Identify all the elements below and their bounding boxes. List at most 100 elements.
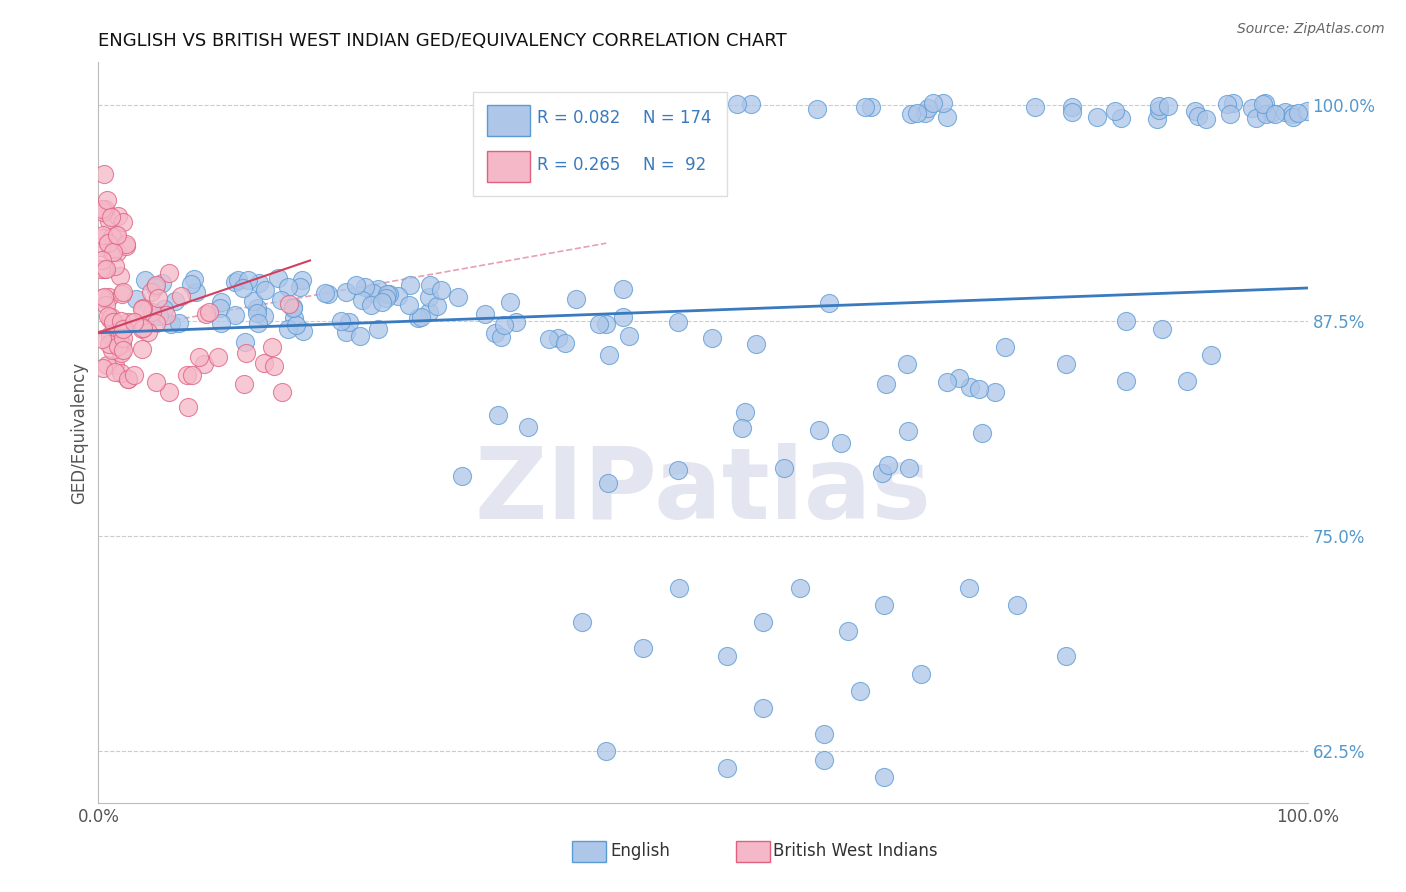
Text: British West Indians: British West Indians — [773, 842, 938, 860]
Point — [1054, 649, 1077, 664]
Point — [1254, 96, 1277, 111]
Point — [418, 305, 440, 319]
Point — [246, 306, 269, 320]
Point — [1147, 103, 1170, 118]
Point — [101, 230, 124, 244]
Point — [547, 331, 569, 345]
Point — [666, 463, 689, 477]
Point — [246, 301, 269, 315]
Point — [224, 308, 246, 322]
Point — [100, 343, 122, 357]
Point — [98, 214, 121, 228]
Point — [277, 280, 299, 294]
Point — [267, 270, 290, 285]
Point — [419, 277, 441, 292]
Point — [969, 383, 991, 397]
Point — [91, 231, 114, 245]
Point — [1115, 374, 1137, 388]
Point — [873, 598, 896, 612]
Point — [1109, 111, 1132, 125]
Point — [292, 325, 315, 339]
Point — [270, 293, 292, 308]
Point — [176, 368, 198, 383]
Point — [184, 285, 207, 299]
Point — [612, 310, 634, 325]
Point — [141, 285, 163, 300]
Point — [235, 345, 257, 359]
Point — [752, 615, 775, 629]
Point — [180, 368, 202, 382]
Point — [94, 262, 117, 277]
Point — [253, 283, 276, 297]
Point — [110, 346, 132, 360]
Point — [378, 287, 401, 301]
Point — [668, 581, 690, 595]
Point — [177, 400, 200, 414]
Point — [208, 301, 231, 316]
Point — [1175, 374, 1198, 388]
Point — [619, 328, 641, 343]
Point — [209, 294, 232, 309]
Point — [1024, 100, 1046, 114]
Point — [236, 273, 259, 287]
Point — [108, 331, 131, 345]
Point — [93, 167, 115, 181]
Point — [110, 313, 132, 327]
Point — [169, 316, 191, 330]
Point — [813, 753, 835, 767]
Point — [1062, 104, 1084, 119]
Point — [105, 227, 128, 242]
Point — [830, 435, 852, 450]
Point — [105, 228, 128, 243]
Point — [375, 286, 398, 301]
Point — [143, 279, 166, 293]
Point — [353, 280, 375, 294]
Point — [112, 215, 135, 229]
Point — [1054, 357, 1077, 371]
Point — [922, 96, 945, 111]
Text: ZIPatlas: ZIPatlas — [475, 443, 931, 541]
Point — [145, 375, 167, 389]
Point — [538, 332, 561, 346]
Point — [1216, 96, 1239, 111]
Point — [122, 368, 145, 382]
Point — [1087, 110, 1109, 124]
Point — [745, 337, 768, 351]
FancyBboxPatch shape — [735, 841, 769, 862]
Point — [101, 244, 124, 259]
Point — [136, 325, 159, 339]
Point — [935, 110, 957, 124]
Point — [98, 312, 121, 326]
Point — [837, 624, 859, 638]
Point — [877, 458, 900, 472]
Point — [330, 314, 353, 328]
Point — [1184, 104, 1206, 119]
Point — [134, 273, 156, 287]
Point — [145, 277, 167, 292]
Point — [725, 97, 748, 112]
Point — [100, 244, 122, 259]
Point — [148, 309, 170, 323]
Point — [598, 348, 620, 362]
Point — [111, 287, 134, 301]
Point — [195, 307, 218, 321]
Point — [896, 357, 918, 371]
Point — [931, 96, 953, 111]
Point — [163, 293, 186, 308]
Point — [107, 209, 129, 223]
Point — [849, 684, 872, 698]
Point — [96, 193, 118, 207]
FancyBboxPatch shape — [486, 104, 530, 136]
Point — [1274, 105, 1296, 120]
Point — [111, 336, 134, 351]
Point — [253, 356, 276, 370]
Point — [132, 301, 155, 315]
Point — [430, 283, 453, 297]
Point — [1146, 112, 1168, 126]
Point — [806, 102, 828, 116]
Point — [426, 299, 449, 313]
Point — [603, 105, 626, 120]
Point — [111, 322, 134, 336]
Point — [897, 425, 920, 439]
Point — [90, 239, 112, 253]
